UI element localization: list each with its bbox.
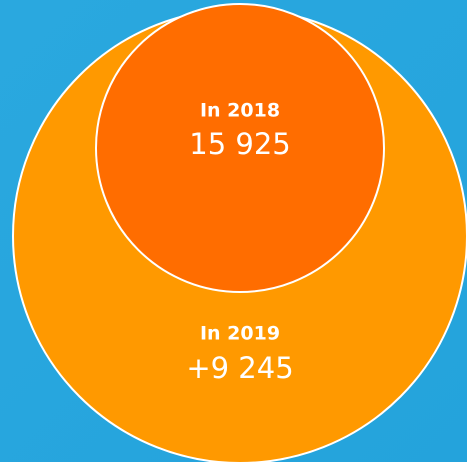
inner-circle [95, 3, 385, 293]
inner-label: In 2018 [200, 100, 280, 122]
outer-label: In 2019 [200, 323, 280, 345]
outer-value: +9 245 [186, 351, 293, 385]
inner-value: 15 925 [189, 127, 290, 161]
